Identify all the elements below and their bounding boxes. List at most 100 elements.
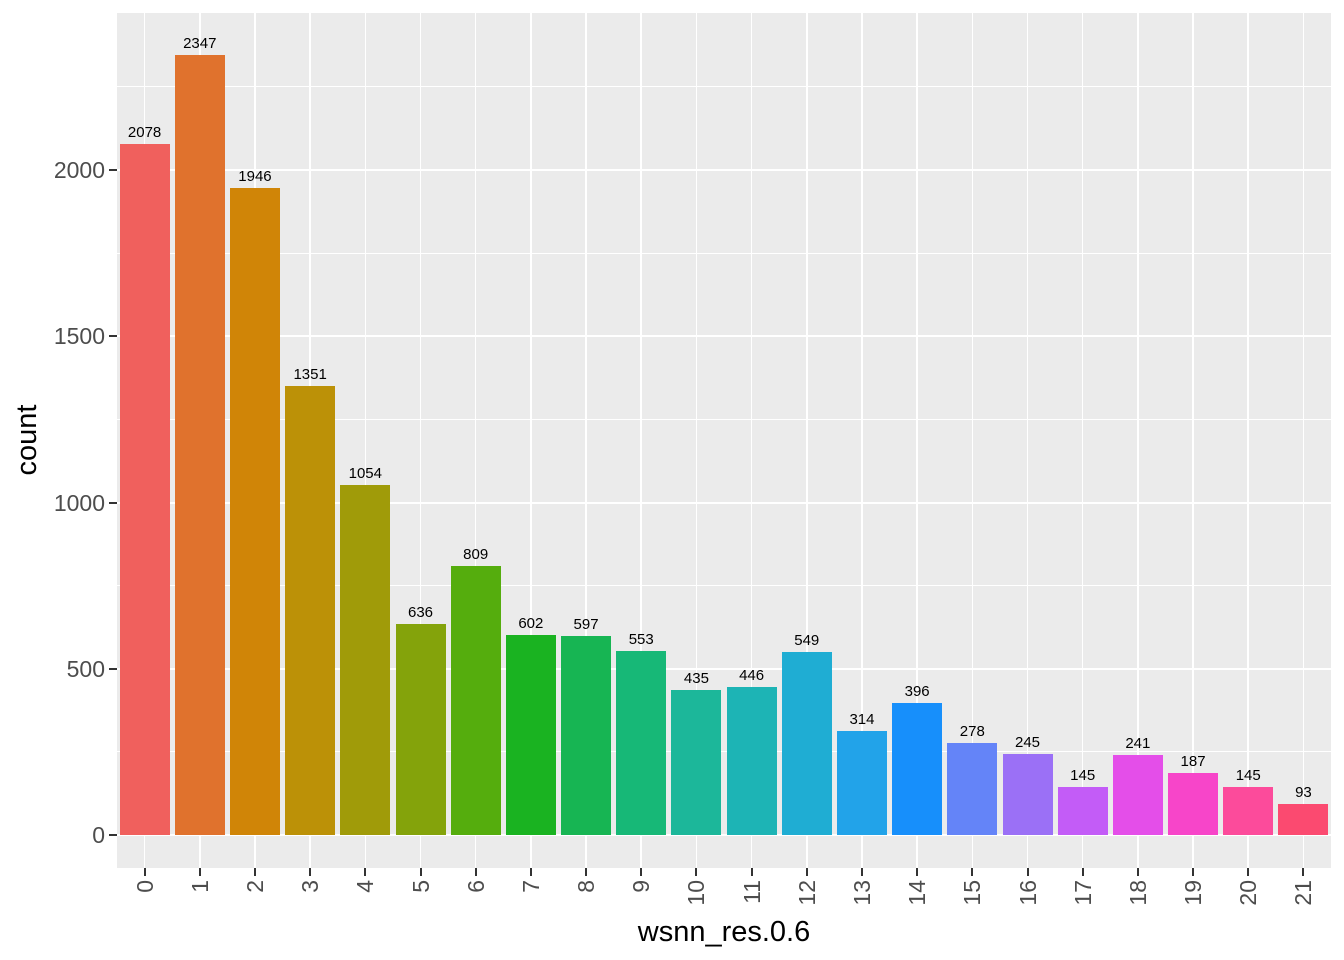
bar-value-label: 93 bbox=[1295, 784, 1312, 802]
x-tick-label: 6 bbox=[462, 880, 489, 893]
bar-value-label: 241 bbox=[1125, 734, 1151, 752]
x-tick-label: 20 bbox=[1235, 880, 1262, 906]
x-tick-mark bbox=[1026, 868, 1029, 876]
bar-value-label: 1054 bbox=[348, 464, 382, 482]
bar-value-label: 636 bbox=[407, 603, 434, 621]
gridline-vertical bbox=[1247, 13, 1250, 868]
gridline-minor bbox=[117, 252, 1331, 254]
bar bbox=[1002, 753, 1053, 835]
x-tick-mark bbox=[529, 868, 532, 876]
bar bbox=[671, 690, 722, 835]
x-tick-mark bbox=[1302, 868, 1305, 876]
x-tick-label: 8 bbox=[573, 880, 600, 893]
x-tick-mark bbox=[198, 868, 201, 876]
bar-value-label: 245 bbox=[1014, 733, 1041, 751]
x-tick-mark bbox=[695, 868, 698, 876]
x-tick-label: 14 bbox=[904, 880, 931, 906]
x-tick-label: 13 bbox=[848, 880, 875, 906]
gridline-minor bbox=[117, 751, 1331, 753]
bar bbox=[836, 730, 887, 835]
bar bbox=[561, 636, 612, 835]
gridline-vertical bbox=[861, 13, 863, 868]
x-tick-label: 2 bbox=[241, 880, 268, 893]
x-tick-label: 21 bbox=[1290, 880, 1317, 906]
gridline-major bbox=[117, 335, 1331, 338]
bar bbox=[395, 623, 446, 835]
gridline-vertical bbox=[530, 13, 532, 868]
gridline-vertical bbox=[1137, 13, 1139, 868]
y-tick-mark bbox=[109, 667, 117, 670]
bar bbox=[1168, 772, 1219, 835]
x-tick-label: 11 bbox=[738, 880, 765, 904]
y-tick-mark bbox=[109, 834, 117, 836]
x-tick-mark bbox=[916, 868, 919, 876]
bar-value-label: 396 bbox=[904, 683, 930, 701]
bar-value-label: 187 bbox=[1180, 752, 1206, 770]
bar-value-label: 278 bbox=[959, 722, 985, 740]
x-tick-label: 4 bbox=[352, 880, 379, 893]
x-tick-mark bbox=[364, 868, 367, 876]
bar-value-label: 435 bbox=[683, 670, 709, 688]
x-tick-label: 18 bbox=[1124, 880, 1151, 906]
y-tick-label: 500 bbox=[66, 655, 105, 682]
bar-value-label: 314 bbox=[849, 710, 875, 728]
bar bbox=[616, 651, 667, 835]
x-tick-label: 19 bbox=[1180, 880, 1207, 906]
gridline-vertical bbox=[419, 13, 422, 868]
y-tick-label: 1000 bbox=[53, 489, 105, 516]
bar-value-label: 2078 bbox=[127, 124, 162, 142]
x-axis-title: wsnn_res.0.6 bbox=[637, 916, 811, 948]
bar bbox=[285, 385, 336, 835]
y-axis-title: count bbox=[11, 404, 43, 476]
bar bbox=[892, 703, 943, 835]
plot-panel bbox=[117, 13, 1331, 868]
x-tick-mark bbox=[253, 868, 256, 876]
y-tick-label: 1500 bbox=[53, 323, 105, 350]
gridline-major bbox=[117, 667, 1331, 670]
x-tick-mark bbox=[419, 868, 422, 876]
x-tick-mark bbox=[143, 868, 146, 876]
bar-value-label: 549 bbox=[794, 632, 820, 650]
x-tick-label: 9 bbox=[628, 880, 655, 893]
gridline-vertical bbox=[750, 13, 753, 868]
bar bbox=[1278, 804, 1329, 835]
x-tick-label: 7 bbox=[517, 880, 544, 893]
y-tick-mark bbox=[109, 335, 117, 338]
gridline-vertical bbox=[640, 13, 643, 868]
bar bbox=[1223, 786, 1274, 835]
gridline-minor bbox=[117, 86, 1331, 88]
y-tick-label: 2000 bbox=[53, 157, 105, 183]
bar-value-label: 2347 bbox=[183, 34, 217, 52]
bar bbox=[947, 742, 998, 835]
gridline-vertical bbox=[1302, 13, 1305, 868]
gridline-minor bbox=[117, 418, 1331, 420]
bar bbox=[505, 634, 556, 835]
x-tick-mark bbox=[805, 868, 808, 876]
y-tick-label: 0 bbox=[92, 822, 105, 848]
bar-value-label: 597 bbox=[573, 616, 599, 634]
gridline-vertical bbox=[916, 13, 918, 868]
bar bbox=[1112, 754, 1163, 835]
y-tick-mark bbox=[109, 169, 117, 171]
gridline-vertical bbox=[474, 13, 477, 868]
gridline-major bbox=[117, 169, 1331, 171]
x-tick-mark bbox=[1136, 868, 1139, 876]
gridline-vertical bbox=[695, 13, 698, 868]
bar bbox=[726, 686, 777, 835]
bar-value-label: 809 bbox=[463, 546, 489, 563]
bar bbox=[450, 566, 501, 835]
x-tick-label: 5 bbox=[407, 880, 434, 893]
bar-value-label: 1946 bbox=[238, 167, 272, 185]
bar-value-label: 553 bbox=[628, 631, 654, 649]
x-tick-label: 16 bbox=[1014, 880, 1041, 906]
x-tick-mark bbox=[1192, 868, 1195, 876]
gridline-vertical bbox=[585, 13, 587, 868]
gridline-vertical bbox=[364, 13, 367, 868]
bar bbox=[174, 54, 225, 835]
bar-value-label: 145 bbox=[1070, 766, 1096, 784]
bar bbox=[1057, 786, 1108, 835]
bar bbox=[229, 187, 280, 835]
x-tick-label: 17 bbox=[1069, 880, 1096, 906]
bar-value-label: 446 bbox=[739, 666, 765, 684]
